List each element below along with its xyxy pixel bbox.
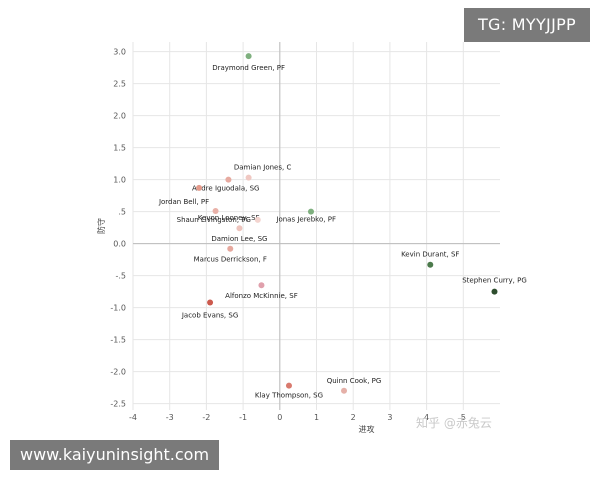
x-axis-title: 进攻 [359,424,375,434]
y-tick-label: -2.5 [110,400,126,409]
x-tick-label: -3 [166,413,174,422]
point-label: Marcus Derrickson, F [194,256,267,264]
y-tick-label: -1.0 [110,304,126,313]
point-label: Quinn Cook, PG [327,377,382,385]
data-point [491,288,498,295]
source-credit: 知乎 @赤兔云 [416,416,492,430]
point-label: Stephen Curry, PG [462,277,527,285]
data-point [258,282,265,289]
data-point [341,387,348,394]
point-label: Alfonzo McKinnie, SF [225,292,298,300]
point-label: Jonas Jerebko, PF [275,216,336,224]
data-point [245,174,252,181]
x-tick-label: 0 [277,413,282,422]
data-point [207,299,214,306]
y-tick-label: -2.0 [110,368,126,377]
y-tick-label: -.5 [115,272,126,281]
point-label: Kevon Looney, SF [198,214,260,222]
watermark-bottom: www.kaiyuninsight.com [10,440,220,470]
data-point [285,382,292,389]
data-point [307,208,314,215]
point-label: Damian Jones, C [234,164,292,172]
x-tick-label: 4 [424,413,429,422]
point-label: Shaun Livingston, PG [177,216,251,224]
x-tick-label: 2 [351,413,356,422]
data-point [212,207,219,214]
y-axis-title: 防守 [96,218,106,234]
y-tick-label: 2.0 [113,112,126,121]
point-label: Klay Thompson, SG [255,392,323,400]
tick-labels: -4 -3 -2 -1 0 1 2 3 4 5 3.0 2.5 2.0 1.5 1.0 .5 0.0 -.5 -1.… [110,48,465,422]
y-tick-label: 2.5 [113,80,126,89]
data-point [196,184,203,191]
point-label: Kevin Durant, SF [401,251,459,259]
zero-axes [133,42,500,410]
data-point [227,245,234,252]
data-point [245,53,252,60]
point-label: Draymond Green, PF [212,64,285,72]
x-tick-label: 3 [387,413,392,422]
y-tick-label: -1.5 [110,336,126,345]
point-label: Jordan Bell, PF [158,198,209,206]
data-point [225,176,232,183]
x-tick-label: 5 [461,413,466,422]
x-tick-label: -4 [129,413,137,422]
y-tick-label: 3.0 [113,48,126,57]
point-label: Jacob Evans, SG [181,311,238,319]
data-point [236,225,243,232]
data-points: Draymond Green, PF Damian Jones, C Andre I… [158,53,527,400]
y-tick-label: 1.5 [113,144,126,153]
watermark-top: TG: MYYJJPP [463,8,590,42]
x-tick-label: -2 [202,413,210,422]
x-tick-label: -1 [239,413,247,422]
data-point [254,216,261,223]
y-tick-label: .5 [118,208,126,217]
y-tick-label: 0.0 [113,240,126,249]
x-tick-label: 1 [314,413,319,422]
point-label: Andre Iguodala, SG [192,185,259,193]
data-point [427,261,434,268]
y-tick-label: 1.0 [113,176,126,185]
grid-lines [132,42,500,410]
point-label: Damion Lee, SG [211,235,267,243]
